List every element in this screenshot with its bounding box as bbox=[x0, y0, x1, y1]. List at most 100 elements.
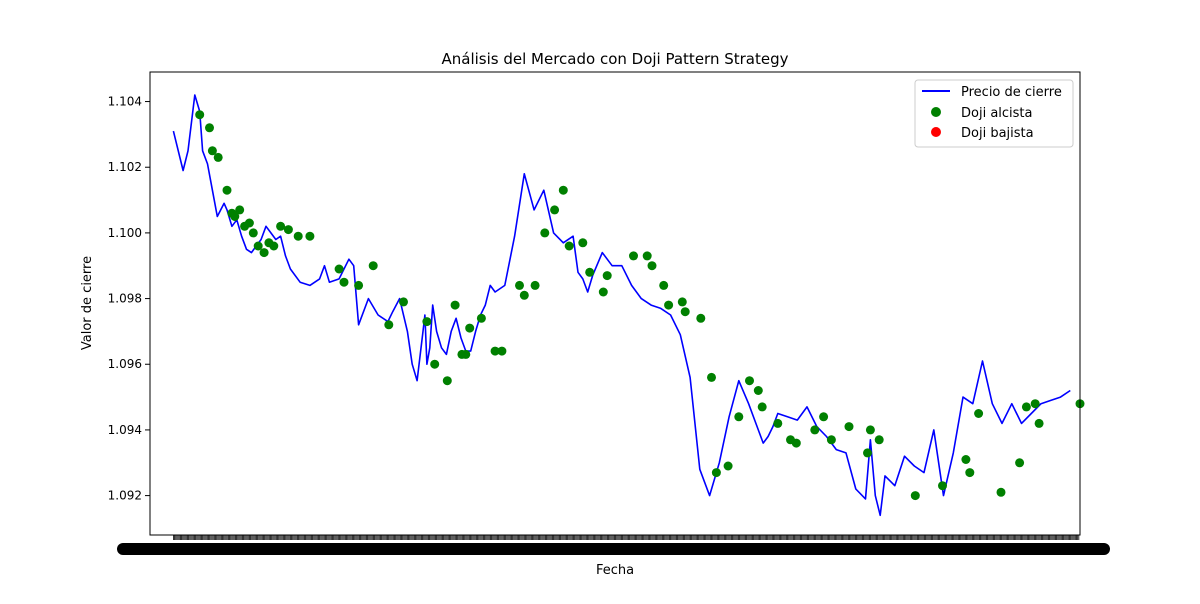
point-doji-alcista bbox=[253, 241, 263, 251]
point-doji-alcista bbox=[677, 297, 687, 307]
point-doji-alcista bbox=[659, 280, 669, 290]
point-doji-alcista bbox=[865, 425, 875, 435]
point-doji-alcista bbox=[334, 264, 344, 274]
point-doji-alcista bbox=[339, 277, 349, 287]
point-doji-alcista bbox=[368, 261, 378, 271]
y-tick-label: 1.092 bbox=[108, 489, 142, 503]
point-doji-alcista bbox=[293, 231, 303, 241]
point-doji-alcista bbox=[195, 110, 205, 120]
point-doji-alcista bbox=[1030, 399, 1040, 409]
point-doji-alcista bbox=[476, 313, 486, 323]
point-doji-alcista bbox=[1021, 402, 1031, 412]
point-doji-alcista bbox=[965, 468, 975, 478]
point-doji-alcista bbox=[863, 448, 872, 458]
point-doji-alcista bbox=[745, 376, 754, 386]
y-tick-label: 1.104 bbox=[108, 95, 142, 109]
point-doji-alcista bbox=[602, 271, 612, 281]
point-doji-alcista bbox=[647, 261, 657, 271]
point-doji-alcista bbox=[450, 300, 460, 310]
point-doji-alcista bbox=[558, 185, 568, 195]
point-doji-alcista bbox=[696, 313, 706, 323]
point-doji-alcista bbox=[810, 425, 820, 435]
plot-marks bbox=[172, 94, 1085, 517]
x-axis-label: Fecha bbox=[596, 563, 634, 578]
point-doji-alcista bbox=[938, 481, 947, 491]
point-doji-alcista bbox=[734, 412, 744, 422]
point-doji-alcista bbox=[354, 280, 364, 290]
point-doji-alcista bbox=[230, 212, 240, 221]
point-doji-alcista bbox=[1015, 458, 1025, 468]
point-doji-alcista bbox=[540, 228, 550, 238]
legend: Precio de cierre Doji alcista Doji bajis… bbox=[914, 79, 1074, 148]
y-tick-label: 1.098 bbox=[108, 292, 142, 306]
point-doji-alcista bbox=[819, 412, 829, 422]
point-doji-alcista bbox=[422, 317, 432, 327]
legend-swatch-doji-alcista bbox=[931, 107, 941, 117]
legend-label-precio-de-cierre: Precio de cierre bbox=[961, 85, 1062, 100]
point-doji-alcista bbox=[598, 287, 608, 297]
point-doji-alcista bbox=[248, 228, 258, 238]
point-doji-alcista bbox=[497, 346, 507, 356]
point-doji-alcista bbox=[961, 455, 971, 464]
point-doji-alcista bbox=[996, 487, 1006, 497]
point-doji-alcista bbox=[1034, 418, 1044, 428]
point-doji-alcista bbox=[680, 307, 690, 317]
point-doji-alcista bbox=[629, 251, 638, 261]
y-tick-label: 1.094 bbox=[108, 423, 142, 437]
point-doji-alcista bbox=[791, 438, 801, 448]
point-doji-alcista bbox=[305, 231, 315, 241]
point-doji-alcista bbox=[283, 225, 293, 235]
point-doji-alcista bbox=[844, 422, 854, 432]
point-doji-alcista bbox=[910, 491, 920, 501]
point-doji-alcista bbox=[519, 290, 529, 300]
point-doji-alcista bbox=[235, 205, 245, 215]
point-doji-alcista bbox=[564, 241, 574, 251]
point-doji-alcista bbox=[205, 123, 214, 133]
point-doji-alcista bbox=[276, 221, 286, 231]
point-doji-alcista bbox=[578, 238, 588, 248]
point-doji-alcista bbox=[384, 320, 394, 330]
point-doji-alcista bbox=[707, 372, 716, 382]
point-doji-alcista bbox=[430, 359, 440, 369]
legend-label-doji-bajista: Doji bajista bbox=[961, 126, 1034, 141]
point-doji-alcista bbox=[723, 461, 733, 471]
point-doji-alcista bbox=[664, 300, 674, 310]
point-doji-alcista bbox=[207, 146, 217, 156]
point-doji-alcista bbox=[269, 241, 279, 251]
point-doji-alcista bbox=[530, 280, 540, 290]
point-doji-alcista bbox=[244, 218, 254, 228]
point-doji-alcista bbox=[642, 251, 652, 261]
plot-frame bbox=[149, 71, 1081, 536]
point-doji-alcista bbox=[490, 346, 500, 356]
y-tick-label: 1.100 bbox=[108, 226, 142, 240]
point-doji-alcista bbox=[826, 435, 836, 445]
point-doji-alcista bbox=[515, 280, 524, 290]
x-tick-labels-overlap bbox=[117, 543, 1110, 555]
point-doji-alcista bbox=[773, 418, 783, 428]
y-tick-label: 1.096 bbox=[108, 357, 142, 371]
point-doji-alcista bbox=[442, 376, 452, 386]
x-axis-ticks bbox=[117, 535, 1110, 555]
chart-title: Análisis del Mercado con Doji Pattern St… bbox=[442, 50, 789, 68]
legend-box bbox=[914, 79, 1074, 148]
y-axis-label: Valor de cierre bbox=[80, 256, 95, 350]
point-doji-alcista bbox=[222, 185, 232, 195]
point-doji-alcista bbox=[550, 205, 560, 215]
point-doji-alcista bbox=[399, 297, 408, 307]
point-doji-alcista bbox=[874, 435, 884, 445]
point-doji-alcista bbox=[465, 323, 475, 333]
legend-label-doji-alcista: Doji alcista bbox=[961, 106, 1033, 121]
point-doji-alcista bbox=[259, 248, 269, 258]
point-doji-alcista bbox=[213, 152, 223, 162]
point-doji-alcista bbox=[461, 349, 471, 359]
legend-swatch-doji-bajista bbox=[931, 127, 941, 137]
point-doji-alcista bbox=[757, 402, 767, 412]
point-doji-alcista bbox=[585, 267, 595, 277]
point-doji-alcista bbox=[974, 409, 984, 418]
y-tick-label: 1.102 bbox=[108, 160, 142, 174]
point-doji-alcista bbox=[711, 468, 721, 478]
point-doji-alcista bbox=[753, 386, 763, 395]
y-axis-ticks: 1.092 1.094 1.096 1.098 1.100 1.102 1.104 bbox=[108, 95, 150, 503]
